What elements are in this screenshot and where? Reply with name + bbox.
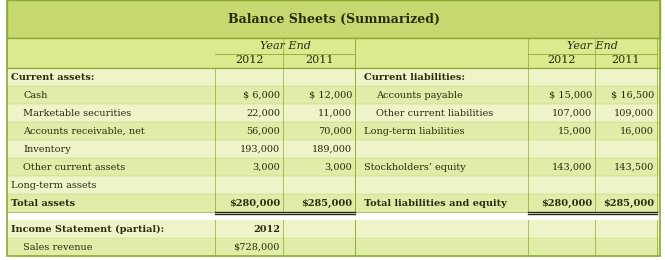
Text: 3,000: 3,000	[252, 162, 280, 172]
Bar	[355, 68, 660, 86]
Text: $728,000: $728,000	[233, 243, 280, 251]
Text: 2012: 2012	[253, 224, 280, 233]
Text: Long-term liabilities: Long-term liabilities	[364, 127, 464, 135]
Bar	[355, 122, 660, 140]
Bar	[7, 68, 355, 86]
Text: Current assets:: Current assets:	[11, 73, 94, 81]
Text: Total liabilities and equity: Total liabilities and equity	[364, 198, 507, 207]
Text: Current liabilities:: Current liabilities:	[364, 73, 465, 81]
Text: $ 12,000: $ 12,000	[309, 90, 352, 100]
Text: Marketable securities: Marketable securities	[23, 108, 131, 118]
Text: $ 16,500: $ 16,500	[610, 90, 654, 100]
Text: Cash: Cash	[23, 90, 47, 100]
Bar	[355, 176, 660, 194]
Text: $280,000: $280,000	[541, 198, 592, 207]
Text: 2011: 2011	[612, 55, 640, 64]
Text: Year End: Year End	[567, 41, 618, 51]
Text: 2012: 2012	[235, 55, 263, 64]
Text: Long-term assets: Long-term assets	[11, 180, 96, 190]
Bar	[7, 220, 660, 238]
Text: Total assets: Total assets	[11, 198, 75, 207]
Bar	[355, 86, 660, 104]
Text: $ 15,000: $ 15,000	[549, 90, 592, 100]
Text: 2012: 2012	[547, 55, 576, 64]
Text: 143,500: 143,500	[614, 162, 654, 172]
Text: $285,000: $285,000	[301, 198, 352, 207]
Text: Income Statement (partial):: Income Statement (partial):	[11, 224, 164, 233]
Text: 107,000: 107,000	[552, 108, 592, 118]
Bar	[7, 238, 660, 256]
Text: 56,000: 56,000	[246, 127, 280, 135]
Text: Sales revenue: Sales revenue	[23, 243, 92, 251]
Text: Accounts receivable, net: Accounts receivable, net	[23, 127, 145, 135]
Text: Accounts payable: Accounts payable	[376, 90, 463, 100]
Text: 189,000: 189,000	[312, 145, 352, 153]
Text: Other current liabilities: Other current liabilities	[376, 108, 493, 118]
Bar	[7, 158, 355, 176]
Text: 11,000: 11,000	[318, 108, 352, 118]
Bar	[355, 140, 660, 158]
Text: Year End: Year End	[259, 41, 311, 51]
Bar	[7, 176, 355, 194]
Bar	[355, 158, 660, 176]
Bar	[7, 122, 355, 140]
Bar	[7, 104, 355, 122]
Text: 22,000: 22,000	[246, 108, 280, 118]
Text: 143,000: 143,000	[552, 162, 592, 172]
Bar	[7, 140, 355, 158]
Text: Inventory: Inventory	[23, 145, 70, 153]
Text: 70,000: 70,000	[318, 127, 352, 135]
Bar	[7, 194, 355, 212]
Text: 109,000: 109,000	[614, 108, 654, 118]
Text: $280,000: $280,000	[229, 198, 280, 207]
Text: 193,000: 193,000	[240, 145, 280, 153]
Text: $285,000: $285,000	[603, 198, 654, 207]
Text: Stockholders’ equity: Stockholders’ equity	[364, 162, 466, 172]
Bar	[355, 104, 660, 122]
Text: 3,000: 3,000	[325, 162, 352, 172]
Text: 15,000: 15,000	[558, 127, 592, 135]
Bar	[7, 38, 660, 68]
Bar	[7, 86, 355, 104]
Text: Balance Sheets (Summarized): Balance Sheets (Summarized)	[227, 12, 440, 25]
Text: 16,000: 16,000	[620, 127, 654, 135]
Bar	[355, 194, 660, 212]
Text: $ 6,000: $ 6,000	[243, 90, 280, 100]
Text: 2011: 2011	[305, 55, 333, 64]
Bar	[7, 0, 660, 38]
Text: Other current assets: Other current assets	[23, 162, 125, 172]
